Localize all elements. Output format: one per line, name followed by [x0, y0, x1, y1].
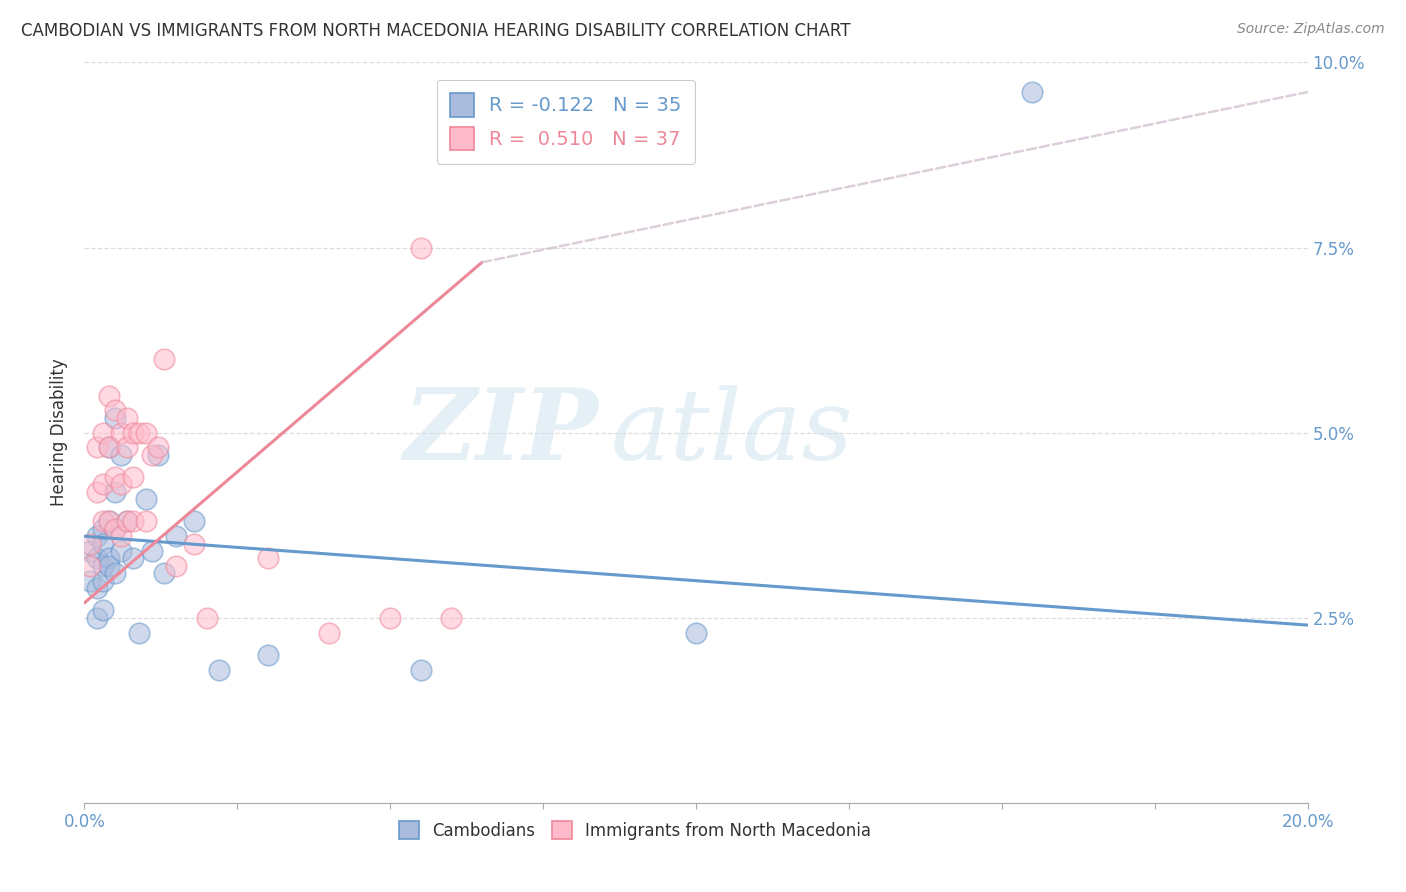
Point: [91, 425, 114, 440]
Point: [97, 551, 120, 566]
Point: [110, 425, 132, 440]
Point: [471, 129, 494, 144]
Point: [104, 484, 127, 499]
Point: [122, 470, 145, 484]
Point: [104, 410, 127, 425]
Point: [91, 558, 114, 573]
Point: [115, 410, 138, 425]
Point: [141, 544, 163, 558]
Point: [208, 663, 231, 677]
Point: [91, 574, 114, 588]
Point: [115, 515, 138, 529]
Point: [79, 544, 101, 558]
Legend: Cambodians, Immigrants from North Macedonia: Cambodians, Immigrants from North Macedo…: [392, 814, 877, 847]
Point: [135, 492, 157, 507]
Text: Source: ZipAtlas.com: Source: ZipAtlas.com: [1237, 22, 1385, 37]
Point: [380, 610, 402, 624]
Point: [153, 566, 176, 581]
Point: [91, 603, 114, 617]
Point: [183, 515, 205, 529]
Point: [91, 536, 114, 550]
Point: [110, 529, 132, 543]
Point: [440, 610, 463, 624]
Point: [79, 574, 101, 588]
Point: [128, 625, 150, 640]
Point: [153, 351, 176, 366]
Point: [97, 441, 120, 455]
Point: [122, 515, 145, 529]
Y-axis label: Hearing Disability: Hearing Disability: [51, 359, 69, 507]
Point: [257, 648, 280, 662]
Point: [97, 515, 120, 529]
Point: [257, 551, 280, 566]
Point: [165, 558, 187, 573]
Point: [86, 610, 108, 624]
Point: [115, 515, 138, 529]
Point: [135, 515, 157, 529]
Point: [122, 425, 145, 440]
Point: [146, 441, 169, 455]
Point: [110, 448, 132, 462]
Point: [165, 529, 187, 543]
Point: [110, 477, 132, 491]
Text: CAMBODIAN VS IMMIGRANTS FROM NORTH MACEDONIA HEARING DISABILITY CORRELATION CHAR: CAMBODIAN VS IMMIGRANTS FROM NORTH MACED…: [21, 22, 851, 40]
Point: [97, 441, 120, 455]
Text: atlas: atlas: [610, 385, 853, 480]
Point: [79, 536, 101, 550]
Point: [141, 448, 163, 462]
Point: [86, 484, 108, 499]
Point: [104, 522, 127, 536]
Point: [318, 625, 340, 640]
Point: [91, 477, 114, 491]
Text: ZIP: ZIP: [404, 384, 598, 481]
Point: [86, 581, 108, 595]
Point: [104, 403, 127, 417]
Point: [183, 536, 205, 550]
Point: [135, 425, 157, 440]
Point: [1021, 85, 1043, 99]
Point: [104, 470, 127, 484]
Point: [97, 515, 120, 529]
Point: [91, 515, 114, 529]
Point: [79, 558, 101, 573]
Point: [104, 566, 127, 581]
Point: [409, 663, 432, 677]
Point: [110, 544, 132, 558]
Point: [195, 610, 218, 624]
Point: [122, 551, 145, 566]
Point: [146, 448, 169, 462]
Point: [685, 625, 707, 640]
Point: [86, 441, 108, 455]
Point: [86, 529, 108, 543]
Point: [91, 522, 114, 536]
Point: [86, 551, 108, 566]
Point: [104, 522, 127, 536]
Point: [97, 558, 120, 573]
Point: [128, 425, 150, 440]
Point: [115, 441, 138, 455]
Point: [97, 388, 120, 402]
Point: [409, 240, 432, 255]
